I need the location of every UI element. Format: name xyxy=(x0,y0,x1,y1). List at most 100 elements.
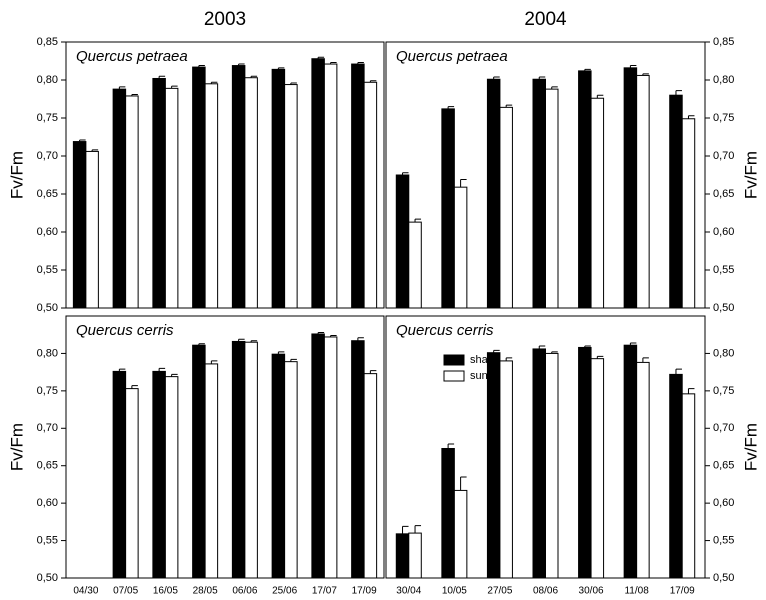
legend-label: shade xyxy=(470,354,500,366)
bar xyxy=(532,78,546,309)
bar xyxy=(441,108,455,309)
error-bar xyxy=(290,82,297,85)
x-tick-label: 04/30 xyxy=(73,586,98,597)
y-tick-label: 0,65 xyxy=(37,188,58,200)
y-tick-label: 0,80 xyxy=(37,347,58,359)
error-bar xyxy=(250,340,258,343)
bar xyxy=(486,352,501,579)
error-bar xyxy=(505,104,513,108)
bar xyxy=(231,65,246,309)
error-bar xyxy=(290,358,297,362)
bar xyxy=(85,150,99,309)
y-tick-label: 0,75 xyxy=(37,112,58,124)
error-bar xyxy=(210,81,218,84)
error-bar xyxy=(131,93,138,96)
error-bar xyxy=(238,63,245,66)
x-tick-label: 27/05 xyxy=(487,586,512,597)
plot-frame xyxy=(65,315,385,579)
error-bar xyxy=(687,388,695,394)
error-bar xyxy=(131,385,138,389)
error-bar xyxy=(317,331,325,334)
error-bar xyxy=(414,525,422,534)
bar xyxy=(453,186,468,309)
x-tick-label: 07/05 xyxy=(113,586,138,597)
y-tick-label: 0,70 xyxy=(713,422,734,434)
bar xyxy=(152,77,166,309)
bar xyxy=(636,74,650,309)
y-tick-label: 0,70 xyxy=(37,422,58,434)
bar xyxy=(408,221,422,309)
error-bar xyxy=(369,370,377,374)
y-tick-label: 0,55 xyxy=(713,264,734,276)
bar xyxy=(408,532,422,579)
bar xyxy=(499,106,513,309)
bar xyxy=(669,94,683,309)
y-tick-label: 0,65 xyxy=(713,460,734,472)
y-tick-label: 0,70 xyxy=(713,150,734,162)
y-tick-label: 0,50 xyxy=(37,572,58,584)
error-bar xyxy=(171,85,178,89)
y-tick-label: 0,85 xyxy=(37,36,58,48)
error-bar xyxy=(538,76,546,80)
error-bar xyxy=(158,367,166,372)
bar xyxy=(152,370,166,579)
bar xyxy=(499,360,513,579)
y-tick-label: 0,50 xyxy=(713,302,734,314)
error-bar xyxy=(79,139,86,142)
bar xyxy=(204,363,219,579)
error-bar xyxy=(357,337,364,341)
y-tick-label: 0,50 xyxy=(713,572,734,584)
error-bar xyxy=(330,62,337,65)
y-tick-label: 0,70 xyxy=(37,150,58,162)
y-tick-label: 0,55 xyxy=(37,264,58,276)
bar xyxy=(453,489,468,579)
bar xyxy=(271,68,286,309)
y-axis-label: Fv/Fm xyxy=(741,423,760,471)
error-bar xyxy=(402,172,409,175)
bar xyxy=(311,58,325,309)
x-tick-label: 11/08 xyxy=(624,586,649,597)
x-tick-label: 17/09 xyxy=(352,586,377,597)
bar xyxy=(271,353,286,579)
error-bar xyxy=(238,338,245,342)
legend-label: sun xyxy=(470,370,488,382)
error-bar xyxy=(675,90,682,96)
y-tick-label: 0,75 xyxy=(37,385,58,397)
y-axis-label: Fv/Fm xyxy=(7,151,26,199)
error-bar xyxy=(277,67,285,70)
error-bar xyxy=(493,76,500,80)
bar xyxy=(311,333,325,579)
error-bar xyxy=(198,65,205,68)
y-tick-label: 0,55 xyxy=(37,534,58,546)
x-tick-label: 08/06 xyxy=(533,586,558,597)
error-bar xyxy=(369,80,377,83)
bar xyxy=(669,373,683,579)
y-tick-label: 0,80 xyxy=(713,347,734,359)
species-label: Quercus petraea xyxy=(76,48,188,65)
y-tick-label: 0,60 xyxy=(37,497,58,509)
error-bar xyxy=(198,343,205,346)
species-label: Quercus cerris xyxy=(396,322,494,339)
y-tick-label: 0,80 xyxy=(37,74,58,86)
legend-swatch xyxy=(443,354,465,366)
x-tick-label: 06/06 xyxy=(232,586,257,597)
y-tick-label: 0,60 xyxy=(713,497,734,509)
legend-swatch xyxy=(443,370,465,382)
bar xyxy=(545,88,559,309)
bar xyxy=(363,81,378,309)
error-bar xyxy=(277,351,285,355)
x-tick-label: 25/06 xyxy=(272,586,297,597)
x-tick-label: 16/05 xyxy=(153,586,178,597)
error-bar xyxy=(158,75,166,79)
error-bar xyxy=(357,62,364,65)
error-bar xyxy=(460,476,467,491)
y-tick-label: 0,65 xyxy=(713,188,734,200)
y-tick-label: 0,65 xyxy=(37,460,58,472)
error-bar xyxy=(675,368,682,375)
error-bar xyxy=(551,351,558,354)
error-bar xyxy=(210,360,218,364)
error-bar xyxy=(414,218,422,223)
error-bar xyxy=(629,342,637,346)
bar xyxy=(231,340,246,579)
